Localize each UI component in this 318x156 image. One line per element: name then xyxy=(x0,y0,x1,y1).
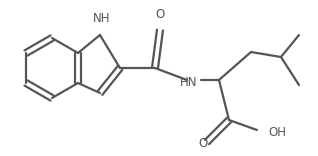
Text: HN: HN xyxy=(180,76,198,88)
Text: NH: NH xyxy=(93,12,111,25)
Text: OH: OH xyxy=(268,125,286,139)
Text: O: O xyxy=(198,137,208,150)
Text: O: O xyxy=(156,8,165,21)
